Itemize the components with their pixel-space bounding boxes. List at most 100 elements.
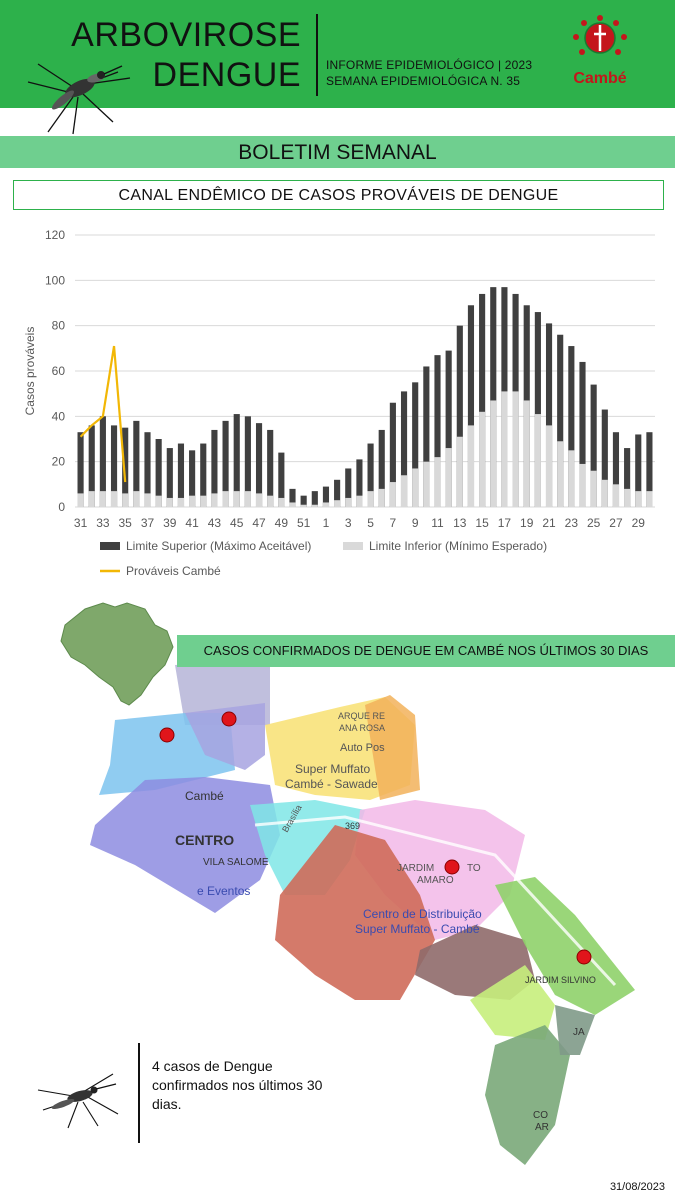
weekly-banner: BOLETIM SEMANAL bbox=[0, 136, 675, 168]
bar-upper-limit bbox=[612, 432, 620, 507]
line-provaveis-cambe bbox=[79, 345, 127, 483]
x-tick-label: 43 bbox=[208, 516, 222, 530]
x-tick-label: 3 bbox=[345, 516, 352, 530]
bar-upper-limit bbox=[200, 443, 207, 507]
x-tick-label: 39 bbox=[163, 516, 177, 530]
bar-upper-limit bbox=[423, 366, 430, 507]
bar-lower-limit bbox=[222, 491, 229, 507]
header-divider bbox=[316, 14, 318, 96]
region-green-east bbox=[495, 877, 635, 1015]
bar-upper-limit bbox=[233, 414, 240, 507]
bar-upper-limit bbox=[545, 323, 553, 507]
y-tick-label: 120 bbox=[45, 228, 65, 242]
bar-upper-limit bbox=[300, 495, 307, 507]
bar-upper-limit bbox=[322, 486, 330, 507]
bar-upper-limit bbox=[412, 382, 419, 507]
bar-lower-limit bbox=[88, 491, 95, 507]
x-tick-label: 17 bbox=[498, 516, 512, 530]
header-title-line2: DENGUE bbox=[152, 56, 301, 94]
cambe-logo-icon bbox=[573, 15, 627, 55]
x-tick-label: 23 bbox=[565, 516, 579, 530]
bar-lower-limit bbox=[155, 495, 162, 507]
legend-swatch bbox=[100, 542, 120, 550]
bar-lower-limit bbox=[122, 493, 129, 507]
x-axis-ticks: 31 33 35 37 39 41 43 45 47 49 51 1 3 5 7 9 11 13 15 17 19 21 2… bbox=[74, 516, 645, 530]
y-tick-label: 0 bbox=[58, 500, 65, 514]
bar-upper-limit bbox=[445, 350, 452, 507]
bar-lower-limit bbox=[345, 497, 352, 507]
case-marker[interactable] bbox=[444, 859, 460, 875]
bar-upper-limit bbox=[490, 287, 497, 507]
bar-lower-limit bbox=[579, 463, 586, 507]
x-tick-label: 31 bbox=[74, 516, 88, 530]
x-tick-label: 41 bbox=[185, 516, 199, 530]
x-tick-label: 5 bbox=[367, 516, 374, 530]
bar-upper-limit bbox=[267, 429, 274, 507]
bar-upper-limit bbox=[434, 355, 441, 507]
bar-upper-limit bbox=[122, 427, 129, 507]
bar-lower-limit bbox=[177, 497, 185, 507]
x-tick-label: 1 bbox=[323, 516, 330, 530]
bar-upper-limit bbox=[334, 479, 341, 507]
case-marker[interactable] bbox=[576, 949, 592, 965]
bar-upper-limit bbox=[144, 432, 151, 507]
map-label-jardim-amaro2: TO bbox=[467, 863, 481, 874]
road bbox=[254, 815, 617, 987]
chart-title-box: CANAL ENDÊMICO DE CASOS PROVÁVEIS DE DEN… bbox=[13, 180, 664, 210]
summary-note: 4 casos de Dengue confirmados nos último… bbox=[138, 1043, 350, 1143]
case-marker[interactable] bbox=[159, 727, 175, 743]
bar-upper-limit bbox=[255, 423, 263, 507]
x-tick-label: 47 bbox=[252, 516, 266, 530]
bar-lower-limit bbox=[267, 495, 274, 507]
bar-upper-limit bbox=[590, 384, 597, 507]
bar-upper-limit bbox=[345, 468, 352, 507]
legend-label: Limite Superior (Máximo Aceitável) bbox=[126, 539, 311, 553]
x-tick-label: 11 bbox=[431, 516, 444, 530]
x-tick-label: 35 bbox=[119, 516, 133, 530]
bar-upper-limit bbox=[456, 325, 463, 507]
bar-lower-limit bbox=[311, 504, 318, 507]
x-tick-label: 7 bbox=[390, 516, 397, 530]
logo-text: Cambé bbox=[573, 70, 627, 87]
bar-upper-limit bbox=[133, 420, 140, 507]
bar-lower-limit bbox=[110, 491, 118, 507]
x-tick-label: 13 bbox=[453, 516, 467, 530]
chart-title: CANAL ENDÊMICO DE CASOS PROVÁVEIS DE DEN… bbox=[118, 187, 559, 204]
bar-upper-limit bbox=[479, 293, 486, 507]
bar-lower-limit bbox=[378, 488, 385, 507]
bar-upper-limit bbox=[88, 425, 95, 507]
map-label-ja: JA bbox=[573, 1027, 585, 1038]
map-label-ar: AR bbox=[535, 1122, 549, 1133]
map-label-road: 369 bbox=[345, 821, 360, 831]
case-marker[interactable] bbox=[221, 711, 237, 727]
region-south-east bbox=[555, 1005, 595, 1055]
region-lightgreen bbox=[470, 965, 555, 1040]
bar-lower-limit bbox=[512, 391, 519, 507]
map-label-muffato2: Cambé - Sawade bbox=[285, 777, 378, 791]
x-tick-label: 21 bbox=[542, 516, 556, 530]
bar-lower-limit bbox=[635, 491, 642, 507]
bar-lower-limit bbox=[612, 484, 620, 507]
bar-lower-limit bbox=[244, 491, 251, 507]
region-south bbox=[485, 1025, 570, 1165]
bar-lower-limit bbox=[211, 493, 218, 507]
bar-lower-limit bbox=[557, 441, 564, 507]
bar-upper-limit bbox=[635, 434, 642, 507]
report-date: 31/08/2023 bbox=[609, 1181, 665, 1193]
bar-upper-limit bbox=[289, 488, 296, 507]
bar-lower-limit bbox=[568, 450, 575, 507]
bar-lower-limit bbox=[200, 495, 207, 507]
bar-lower-limit bbox=[144, 493, 151, 507]
bar-upper-limit bbox=[356, 459, 363, 507]
region-orange bbox=[365, 695, 420, 800]
bar-upper-limit bbox=[211, 429, 218, 507]
bar-upper-limit bbox=[568, 346, 575, 507]
map-label-centro: CENTRO bbox=[175, 832, 234, 848]
bar-lower-limit bbox=[523, 400, 530, 507]
bar-upper-limit bbox=[467, 305, 475, 507]
map-title: CASOS CONFIRMADOS DE DENGUE EM CAMBÉ NOS… bbox=[203, 643, 649, 658]
y-axis-label: Casos prováveis bbox=[23, 327, 37, 416]
bar-lower-limit bbox=[601, 479, 608, 507]
bar-lower-limit bbox=[490, 400, 497, 507]
bar-lower-limit bbox=[99, 491, 106, 507]
